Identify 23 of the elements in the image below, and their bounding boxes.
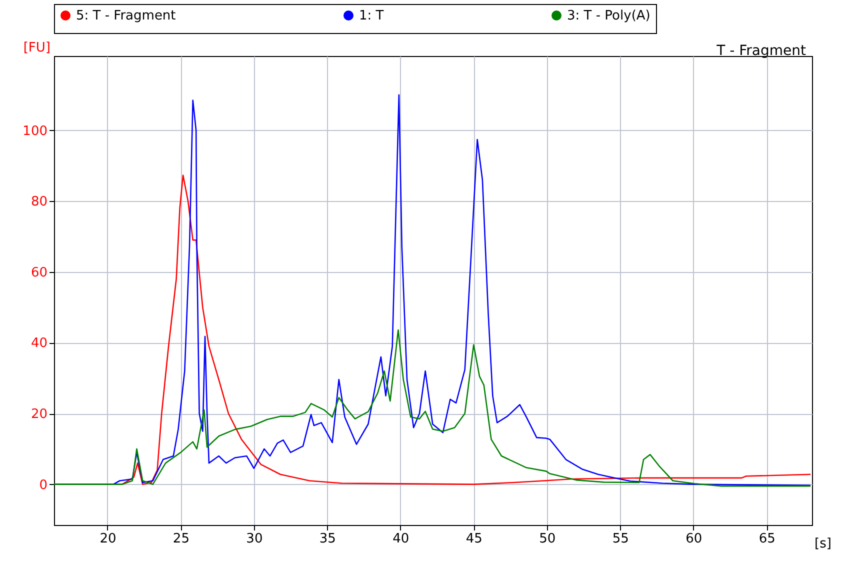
y-axis-title: [FU]: [23, 40, 50, 56]
y-tick-label: 0: [39, 478, 48, 493]
x-tick-label: 45: [466, 532, 482, 546]
x-tick-label: 20: [100, 532, 116, 546]
legend-label: 1: T: [359, 8, 384, 24]
y-tick-label: 100: [22, 124, 48, 139]
x-tick-label: 60: [686, 532, 702, 546]
x-axis-title: [s]: [814, 536, 832, 552]
legend-label: 5: T - Fragment: [76, 8, 176, 24]
y-tick-label: 80: [30, 194, 48, 210]
chart-title: T - Fragment: [716, 43, 807, 59]
x-tick-label: 30: [246, 532, 263, 546]
y-tick-label: 40: [30, 336, 48, 352]
x-tick-label: 65: [758, 532, 776, 546]
y-tick-label: 20: [30, 407, 48, 422]
x-tick-label: 40: [392, 532, 410, 546]
legend-label: 3: T - Poly(A): [567, 8, 650, 24]
x-tick-label: 25: [172, 532, 190, 546]
line-series: [53, 329, 812, 487]
y-tick-label: 60: [30, 265, 48, 280]
x-tick-label: 35: [319, 532, 336, 546]
x-tick-label: 55: [612, 532, 629, 546]
x-tick-label: 50: [539, 532, 556, 546]
